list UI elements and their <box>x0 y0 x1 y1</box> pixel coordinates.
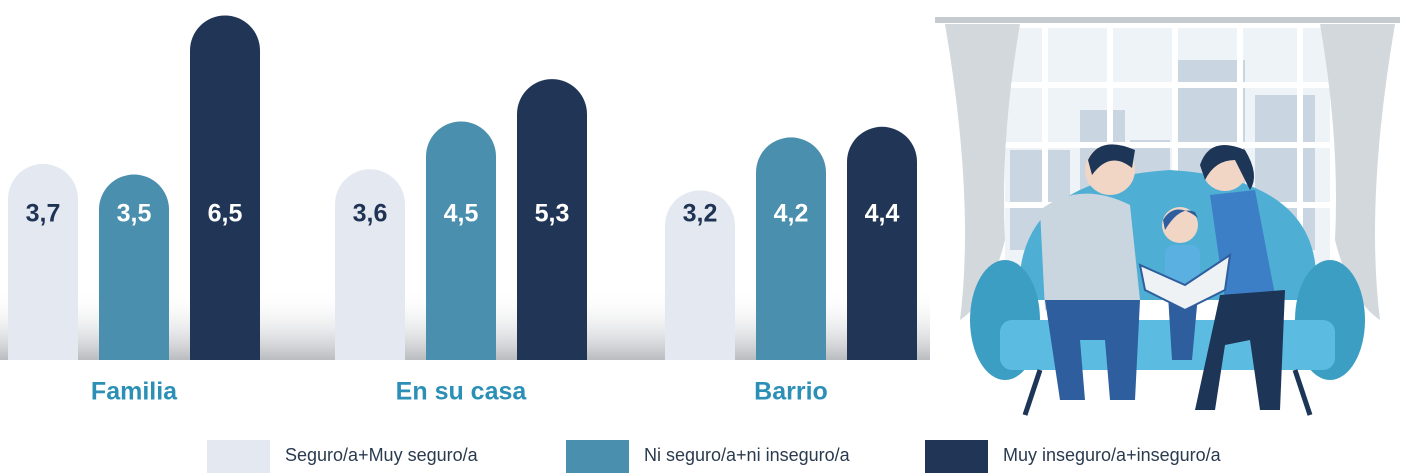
legend-swatch <box>566 440 629 473</box>
value-label: 5,3 <box>535 200 570 228</box>
category-label: En su casa <box>396 378 528 406</box>
legend-swatch <box>925 440 988 473</box>
value-label: 4,4 <box>865 200 900 228</box>
sofa-leg <box>1295 370 1310 415</box>
chart: 3,7 3,5 6,5 Familia 3,6 4,5 5,3 En su casa 3,2 4,… <box>0 0 1419 475</box>
page: {"chart_data": {"type": "bar", "categori… <box>0 0 1419 475</box>
father-shirt <box>1040 194 1140 310</box>
category-label: Familia <box>91 378 178 406</box>
bar <box>426 121 496 360</box>
legend-label: Muy inseguro/a+inseguro/a <box>1003 445 1222 465</box>
bars: 3,7 3,5 6,5 Familia 3,6 4,5 5,3 En su casa 3,2 4,… <box>8 16 917 406</box>
value-label: 6,5 <box>208 200 243 228</box>
value-label: 3,2 <box>683 200 718 228</box>
sofa-leg <box>1025 370 1040 415</box>
bar <box>190 16 260 361</box>
illustration <box>935 20 1400 415</box>
value-label: 3,7 <box>26 200 61 228</box>
legend: Seguro/a+Muy seguro/a Ni seguro/a+ni inse… <box>207 440 1222 473</box>
bar <box>335 169 405 360</box>
value-label: 3,6 <box>353 200 388 228</box>
bar <box>8 164 78 360</box>
bar <box>756 137 826 360</box>
value-label: 4,2 <box>774 200 809 228</box>
legend-label: Seguro/a+Muy seguro/a <box>285 445 479 465</box>
bar <box>847 127 917 360</box>
legend-swatch <box>207 440 270 473</box>
value-label: 4,5 <box>444 200 479 228</box>
value-label: 3,5 <box>117 200 152 228</box>
legend-label: Ni seguro/a+ni inseguro/a <box>644 445 851 465</box>
category-label: Barrio <box>754 378 828 406</box>
